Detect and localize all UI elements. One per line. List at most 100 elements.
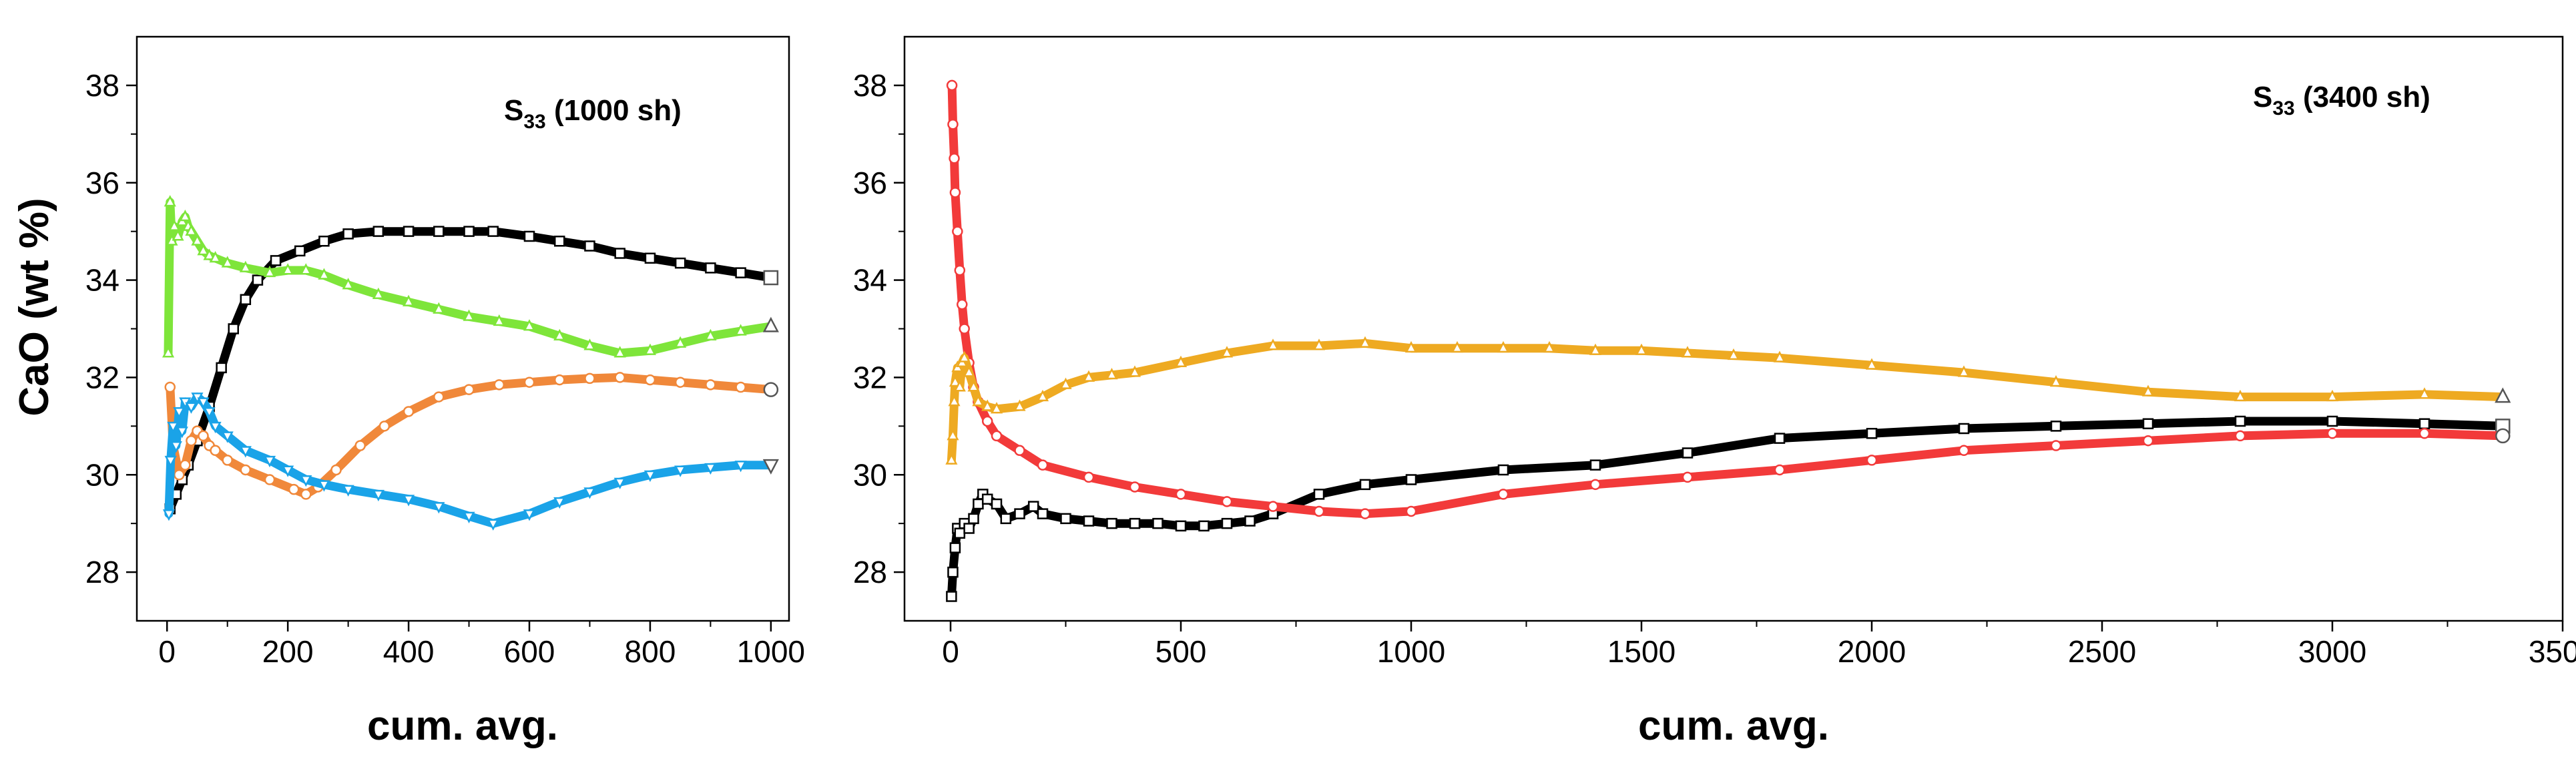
data-point xyxy=(963,365,975,377)
data-point xyxy=(705,379,716,391)
data-point xyxy=(403,226,415,237)
data-point xyxy=(1221,517,1233,529)
y-tick-label: 28 xyxy=(85,555,119,589)
data-point xyxy=(1128,365,1141,377)
x-tick-label: 1000 xyxy=(737,634,805,669)
data-point xyxy=(2326,428,2338,439)
data-point xyxy=(1957,365,1971,377)
data-point xyxy=(704,463,717,475)
data-point xyxy=(191,234,204,246)
data-point xyxy=(734,324,747,336)
data-point xyxy=(1174,355,1188,368)
data-point xyxy=(674,376,686,388)
data-point xyxy=(203,248,216,260)
series-end-marker xyxy=(2495,387,2511,403)
data-point xyxy=(403,495,415,507)
data-point xyxy=(1060,513,1071,525)
data-point xyxy=(210,445,221,457)
data-point xyxy=(2050,421,2062,432)
data-point xyxy=(197,244,210,256)
data-point xyxy=(614,372,625,383)
data-point xyxy=(185,402,198,414)
data-point xyxy=(1221,496,1233,507)
data-point xyxy=(282,263,294,275)
data-point xyxy=(1497,489,1509,500)
x-tick-label: 0 xyxy=(942,634,959,669)
data-point xyxy=(228,323,239,334)
data-point xyxy=(958,350,971,362)
data-point xyxy=(1313,489,1325,500)
data-point xyxy=(946,79,958,91)
panel-label: S33 (3400 sh) xyxy=(2253,81,2430,119)
data-point xyxy=(197,397,210,409)
data-point xyxy=(180,459,191,471)
data-point xyxy=(162,509,176,521)
data-point xyxy=(1681,346,1694,358)
data-point xyxy=(949,374,961,387)
data-point xyxy=(239,446,252,458)
series-end-marker xyxy=(763,270,779,286)
data-point xyxy=(1175,489,1187,500)
data-point xyxy=(1129,481,1141,493)
data-point xyxy=(493,314,505,326)
data-point xyxy=(947,566,959,578)
series-end-marker xyxy=(762,459,779,475)
data-point xyxy=(288,483,300,495)
data-point xyxy=(954,527,966,539)
data-point xyxy=(1589,459,1601,471)
data-point xyxy=(216,362,227,374)
data-point xyxy=(735,381,746,393)
data-point xyxy=(947,429,959,441)
data-point xyxy=(1405,505,1417,517)
data-point xyxy=(963,523,975,534)
data-point xyxy=(972,395,985,407)
plot-frame xyxy=(903,35,2564,622)
data-point xyxy=(946,591,957,602)
data-point xyxy=(953,380,966,392)
data-point xyxy=(1036,389,1049,402)
data-point xyxy=(263,455,276,468)
data-point xyxy=(967,380,980,392)
data-point xyxy=(2049,374,2063,387)
data-point xyxy=(263,265,276,278)
data-point xyxy=(2142,435,2154,447)
data-point xyxy=(463,384,475,395)
data-point xyxy=(990,402,1003,414)
data-point xyxy=(1175,520,1187,532)
data-point xyxy=(1082,370,1095,382)
data-point xyxy=(342,278,354,290)
series-end-marker xyxy=(763,382,779,397)
data-point xyxy=(167,421,180,434)
data-point xyxy=(372,489,384,502)
data-point xyxy=(2326,415,2338,427)
data-point xyxy=(991,498,1003,510)
chart-panel-3400sh: 0 500 1000 1500 2000 2500 3000 3500 28 30 32 34 36 38… xyxy=(853,35,2576,749)
data-point xyxy=(1037,459,1049,471)
data-point xyxy=(463,511,475,523)
data-point xyxy=(954,264,966,276)
data-point xyxy=(1682,471,1694,483)
data-point xyxy=(2418,387,2431,399)
series-layer xyxy=(945,79,2511,602)
data-point xyxy=(674,465,687,477)
y-tick-label: 36 xyxy=(853,166,887,200)
data-point xyxy=(959,323,970,334)
data-point xyxy=(1404,340,1418,353)
data-point xyxy=(973,498,984,510)
data-point xyxy=(674,336,687,348)
x-tick-label: 200 xyxy=(262,634,314,669)
data-point xyxy=(1497,464,1509,476)
data-point xyxy=(186,435,197,447)
data-point xyxy=(164,455,177,468)
data-point xyxy=(949,187,961,198)
data-point xyxy=(185,224,198,236)
data-point xyxy=(330,464,342,476)
data-point xyxy=(2234,415,2246,427)
data-point xyxy=(252,274,264,286)
data-point xyxy=(523,319,536,331)
data-point xyxy=(1359,508,1371,519)
data-point xyxy=(174,469,185,481)
data-point xyxy=(162,346,175,358)
data-point xyxy=(1105,368,1118,380)
data-point xyxy=(240,294,252,305)
